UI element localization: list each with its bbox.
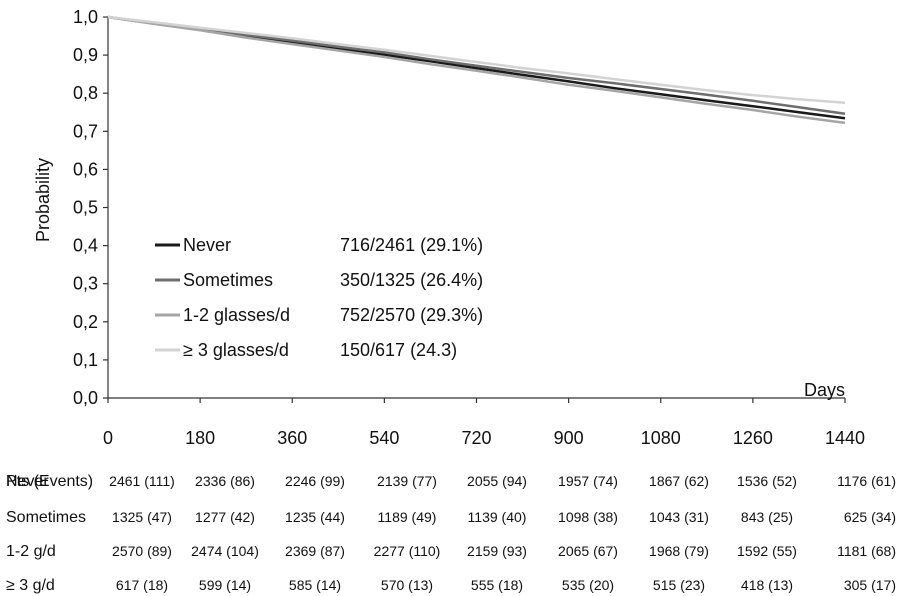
y-tick-label: 0,7	[73, 121, 98, 141]
risk-cell: 2570 (89)	[112, 543, 172, 559]
risk-cell: 2065 (67)	[558, 543, 618, 559]
risk-row-label: Never	[6, 473, 49, 490]
x-tick-label: 1440	[825, 428, 865, 448]
series-line--3-glasses-d	[107, 15, 846, 104]
risk-cell: 625 (34)	[844, 509, 896, 525]
risk-cell: 2369 (87)	[285, 543, 345, 559]
risk-cell: 1043 (31)	[649, 509, 709, 525]
risk-cell: 1957 (74)	[558, 473, 618, 489]
risk-cell: 535 (20)	[562, 577, 614, 593]
x-tick-label: 900	[554, 428, 584, 448]
y-tick-label: 0,9	[73, 45, 98, 65]
y-tick-label: 1,0	[73, 7, 98, 27]
risk-cell: 1325 (47)	[112, 509, 172, 525]
risk-cell: 305 (17)	[844, 577, 896, 593]
x-tick-label: 180	[185, 428, 215, 448]
y-ticks: 0,0 0,1 0,2 0,3 0,4 0,5 0,6 0,7 0,8 0,9 1,0	[73, 7, 108, 408]
risk-cell: 1592 (55)	[737, 543, 797, 559]
series-lines	[107, 15, 846, 125]
risk-row-label: Sometimes	[6, 509, 86, 526]
risk-cell: 555 (18)	[471, 577, 523, 593]
risk-cell: 599 (14)	[199, 577, 251, 593]
legend-label: Never	[183, 235, 231, 255]
risk-cell: 1139 (40)	[468, 509, 527, 525]
risk-cell: 1098 (38)	[558, 509, 618, 525]
y-tick-label: 0,0	[73, 388, 98, 408]
risk-cell: 2474 (104)	[191, 543, 259, 559]
x-tick-label: 720	[461, 428, 491, 448]
risk-row-label: ≥ 3 g/d	[6, 577, 55, 594]
legend: Never 716/2461 (29.1%) Sometimes 350/1325 (…	[155, 235, 483, 360]
x-tick-label: 0	[103, 428, 113, 448]
risk-cell: 2159 (93)	[467, 543, 527, 559]
risk-table-header: Pts (Events)	[6, 473, 93, 490]
x-tick-label: 360	[277, 428, 307, 448]
y-tick-label: 0,5	[73, 198, 98, 218]
risk-cell: 1176 (61)	[837, 473, 896, 489]
risk-cell: 1181 (68)	[837, 543, 896, 559]
y-tick-label: 0,2	[73, 312, 98, 332]
risk-cell: 570 (13)	[381, 577, 433, 593]
risk-cell: 1189 (49)	[378, 509, 437, 525]
x-ticks: 0 180 360 540 720 900 1080 1260 1440	[103, 398, 865, 448]
series-line-1-2-glasses-d	[107, 15, 846, 125]
legend-label: 1-2 glasses/d	[183, 305, 290, 325]
x-tick-label: 540	[369, 428, 399, 448]
risk-cell: 617 (18)	[116, 577, 168, 593]
risk-cell: 2336 (86)	[195, 473, 255, 489]
risk-cell: 515 (23)	[653, 577, 705, 593]
y-tick-label: 0,1	[73, 350, 98, 370]
legend-events: 752/2570 (29.3%)	[340, 305, 483, 325]
risk-cell: 1536 (52)	[737, 473, 797, 489]
risk-cell: 1867 (62)	[649, 473, 709, 489]
x-axis-title: Days	[804, 380, 845, 400]
y-tick-label: 0,4	[73, 236, 98, 256]
y-axis-title: Probability	[33, 158, 53, 242]
x-tick-label: 1260	[733, 428, 773, 448]
legend-label: Sometimes	[183, 270, 273, 290]
y-tick-label: 0,8	[73, 83, 98, 103]
y-tick-label: 0,6	[73, 159, 98, 179]
risk-cell: 1235 (44)	[285, 509, 345, 525]
risk-cell: 2277 (110)	[374, 543, 441, 559]
risk-cell: 2246 (99)	[285, 473, 345, 489]
risk-cell: 585 (14)	[289, 577, 341, 593]
risk-cell: 2139 (77)	[377, 473, 437, 489]
y-tick-label: 0,3	[73, 274, 98, 294]
risk-cell: 2461 (111)	[109, 473, 175, 489]
legend-events: 350/1325 (26.4%)	[340, 270, 483, 290]
risk-cell: 418 (13)	[741, 577, 793, 593]
risk-cell: 2055 (94)	[467, 473, 527, 489]
x-tick-label: 1080	[641, 428, 681, 448]
legend-events: 716/2461 (29.1%)	[340, 235, 483, 255]
risk-cell: 1968 (79)	[649, 543, 709, 559]
series-line-sometimes	[107, 15, 846, 116]
risk-table: Pts (Events) Never 2461 (111) 2336 (86) 224…	[6, 473, 896, 594]
legend-events: 150/617 (24.3)	[340, 340, 457, 360]
risk-cell: 1277 (42)	[195, 509, 255, 525]
legend-label: ≥ 3 glasses/d	[183, 340, 289, 360]
risk-row-label: 1-2 g/d	[6, 543, 56, 560]
risk-cell: 843 (25)	[741, 509, 793, 525]
